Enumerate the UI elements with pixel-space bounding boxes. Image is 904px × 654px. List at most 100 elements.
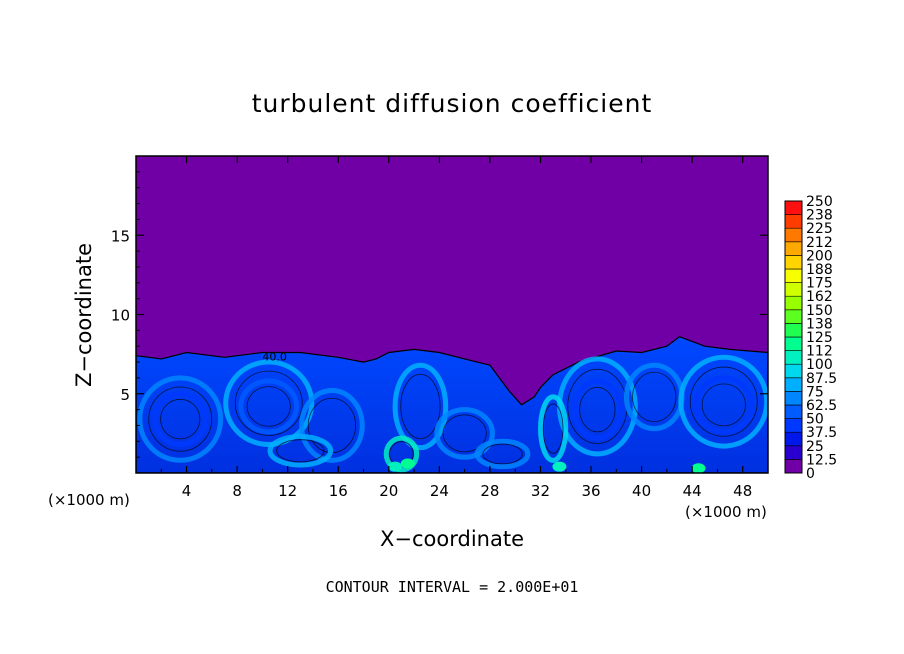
turbulence-field: 40.0 — [136, 336, 768, 473]
colorbar: 012.52537.55062.57587.510011212513815016… — [784, 194, 837, 482]
x-tick-label: 12 — [278, 482, 297, 500]
colorbar-label: 50 — [806, 412, 824, 428]
colorbar-swatch — [784, 459, 803, 474]
contour-line — [482, 443, 523, 465]
contour-line — [148, 386, 213, 452]
colorbar-swatch — [784, 309, 803, 324]
colorbar-label: 162 — [806, 289, 833, 305]
contour-line — [542, 403, 564, 454]
contour-line — [400, 373, 441, 439]
colorbar-swatch — [784, 241, 803, 256]
colorbar-label: 62.5 — [806, 398, 837, 414]
colorbar-swatch — [784, 377, 803, 392]
colorbar-label: 12.5 — [806, 452, 837, 468]
x-tick-label: 32 — [531, 482, 550, 500]
colorbar-label: 87.5 — [806, 371, 837, 387]
colorbar-swatch — [784, 336, 803, 351]
eddy-swirl — [299, 388, 365, 463]
high-value-spot — [691, 463, 706, 473]
colorbar-label: 37.5 — [806, 425, 837, 441]
x-tick-label: 36 — [581, 482, 600, 500]
x-tick-label: 28 — [480, 482, 499, 500]
y-tick-label: 5 — [120, 386, 130, 404]
contour-interval-note: CONTOUR INTERVAL = 2.000E+01 — [326, 578, 579, 596]
eddy-swirl — [678, 354, 768, 449]
contour-line — [160, 398, 201, 440]
colorbar-label: 150 — [806, 303, 833, 319]
y-tick-label: 10 — [111, 307, 130, 325]
chart-title: turbulent diffusion coefficient — [252, 89, 653, 118]
x-tick-label: 8 — [232, 482, 242, 500]
colorbar-swatch — [784, 404, 803, 419]
x-axis-label: X−coordinate — [380, 527, 524, 551]
colorbar-label: 188 — [806, 262, 833, 278]
colorbar-swatch — [784, 255, 803, 270]
eddy-swirl — [392, 362, 449, 451]
eddy-swirl — [137, 375, 224, 463]
x-tick-label: 4 — [182, 482, 192, 500]
eddy-swirl — [383, 435, 420, 473]
contour-line — [632, 371, 677, 423]
y-tick-label: 15 — [111, 227, 130, 245]
colorbar-label: 238 — [806, 208, 833, 224]
colorbar-label: 0 — [806, 466, 815, 482]
colorbar-label: 212 — [806, 235, 833, 251]
y-axis-unit: (×1000 m) — [48, 491, 130, 509]
contour-line — [234, 370, 303, 436]
colorbar-swatch — [784, 268, 803, 283]
high-value-spot — [400, 458, 415, 469]
y-ticks: 5 10 15 — [111, 171, 768, 458]
colorbar-label: 225 — [806, 221, 833, 237]
eddy-swirl — [693, 375, 755, 435]
contour-line — [701, 383, 746, 427]
colorbar-swatch — [784, 418, 803, 433]
contour-line — [442, 414, 487, 453]
eddy-swirl — [474, 438, 531, 470]
eddy-swirl — [434, 407, 495, 460]
contour-line — [579, 386, 616, 433]
colorbar-label: 100 — [806, 357, 833, 373]
x-ticks: 4 8 12 16 20 24 28 32 36 40 44 48 — [160, 156, 752, 500]
x-tick-label: 48 — [733, 482, 752, 500]
y-axis-label: Z−coordinate — [72, 243, 96, 387]
colorbar-swatch — [784, 214, 803, 229]
colorbar-swatch — [784, 445, 803, 460]
colorbar-label: 75 — [806, 384, 824, 400]
colorbar-swatch — [784, 363, 803, 379]
eddy-swirl — [152, 391, 209, 448]
x-tick-label: 20 — [379, 482, 398, 500]
colorbar-label: 250 — [806, 194, 833, 210]
colorbar-label: 138 — [806, 316, 833, 332]
colorbar-label: 25 — [806, 439, 824, 455]
eddy-swirl — [267, 434, 334, 468]
eddy-swirl — [223, 359, 315, 447]
eddy-swirl — [538, 394, 569, 463]
contour-line — [246, 386, 291, 427]
eddy-swirl — [238, 378, 300, 435]
colorbar-swatch — [784, 323, 803, 338]
colorbar-swatch — [784, 391, 803, 406]
x-tick-label: 24 — [430, 482, 449, 500]
contour-line — [689, 366, 758, 437]
colorbar-label: 125 — [806, 330, 833, 346]
high-value-spot — [552, 461, 567, 472]
x-tick-label: 44 — [683, 482, 702, 500]
colorbar-label: 112 — [806, 344, 833, 360]
x-axis-unit: (×1000 m) — [685, 503, 767, 521]
contour-value-label: 40.0 — [262, 350, 287, 363]
x-tick-label: 40 — [632, 482, 651, 500]
high-value-spot — [388, 461, 403, 472]
contour-line — [276, 439, 325, 463]
eddy-swirl — [572, 378, 623, 441]
x-tick-label: 16 — [329, 482, 348, 500]
colorbar-label: 200 — [806, 248, 833, 264]
colorbar-swatch — [784, 295, 803, 311]
colorbar-swatch — [784, 200, 803, 215]
colorbar-frame — [784, 200, 803, 474]
colorbar-swatch — [784, 431, 803, 447]
colorbar-swatch — [784, 227, 803, 243]
colorbar-swatch — [784, 350, 803, 365]
colorbar-label: 175 — [806, 276, 833, 292]
